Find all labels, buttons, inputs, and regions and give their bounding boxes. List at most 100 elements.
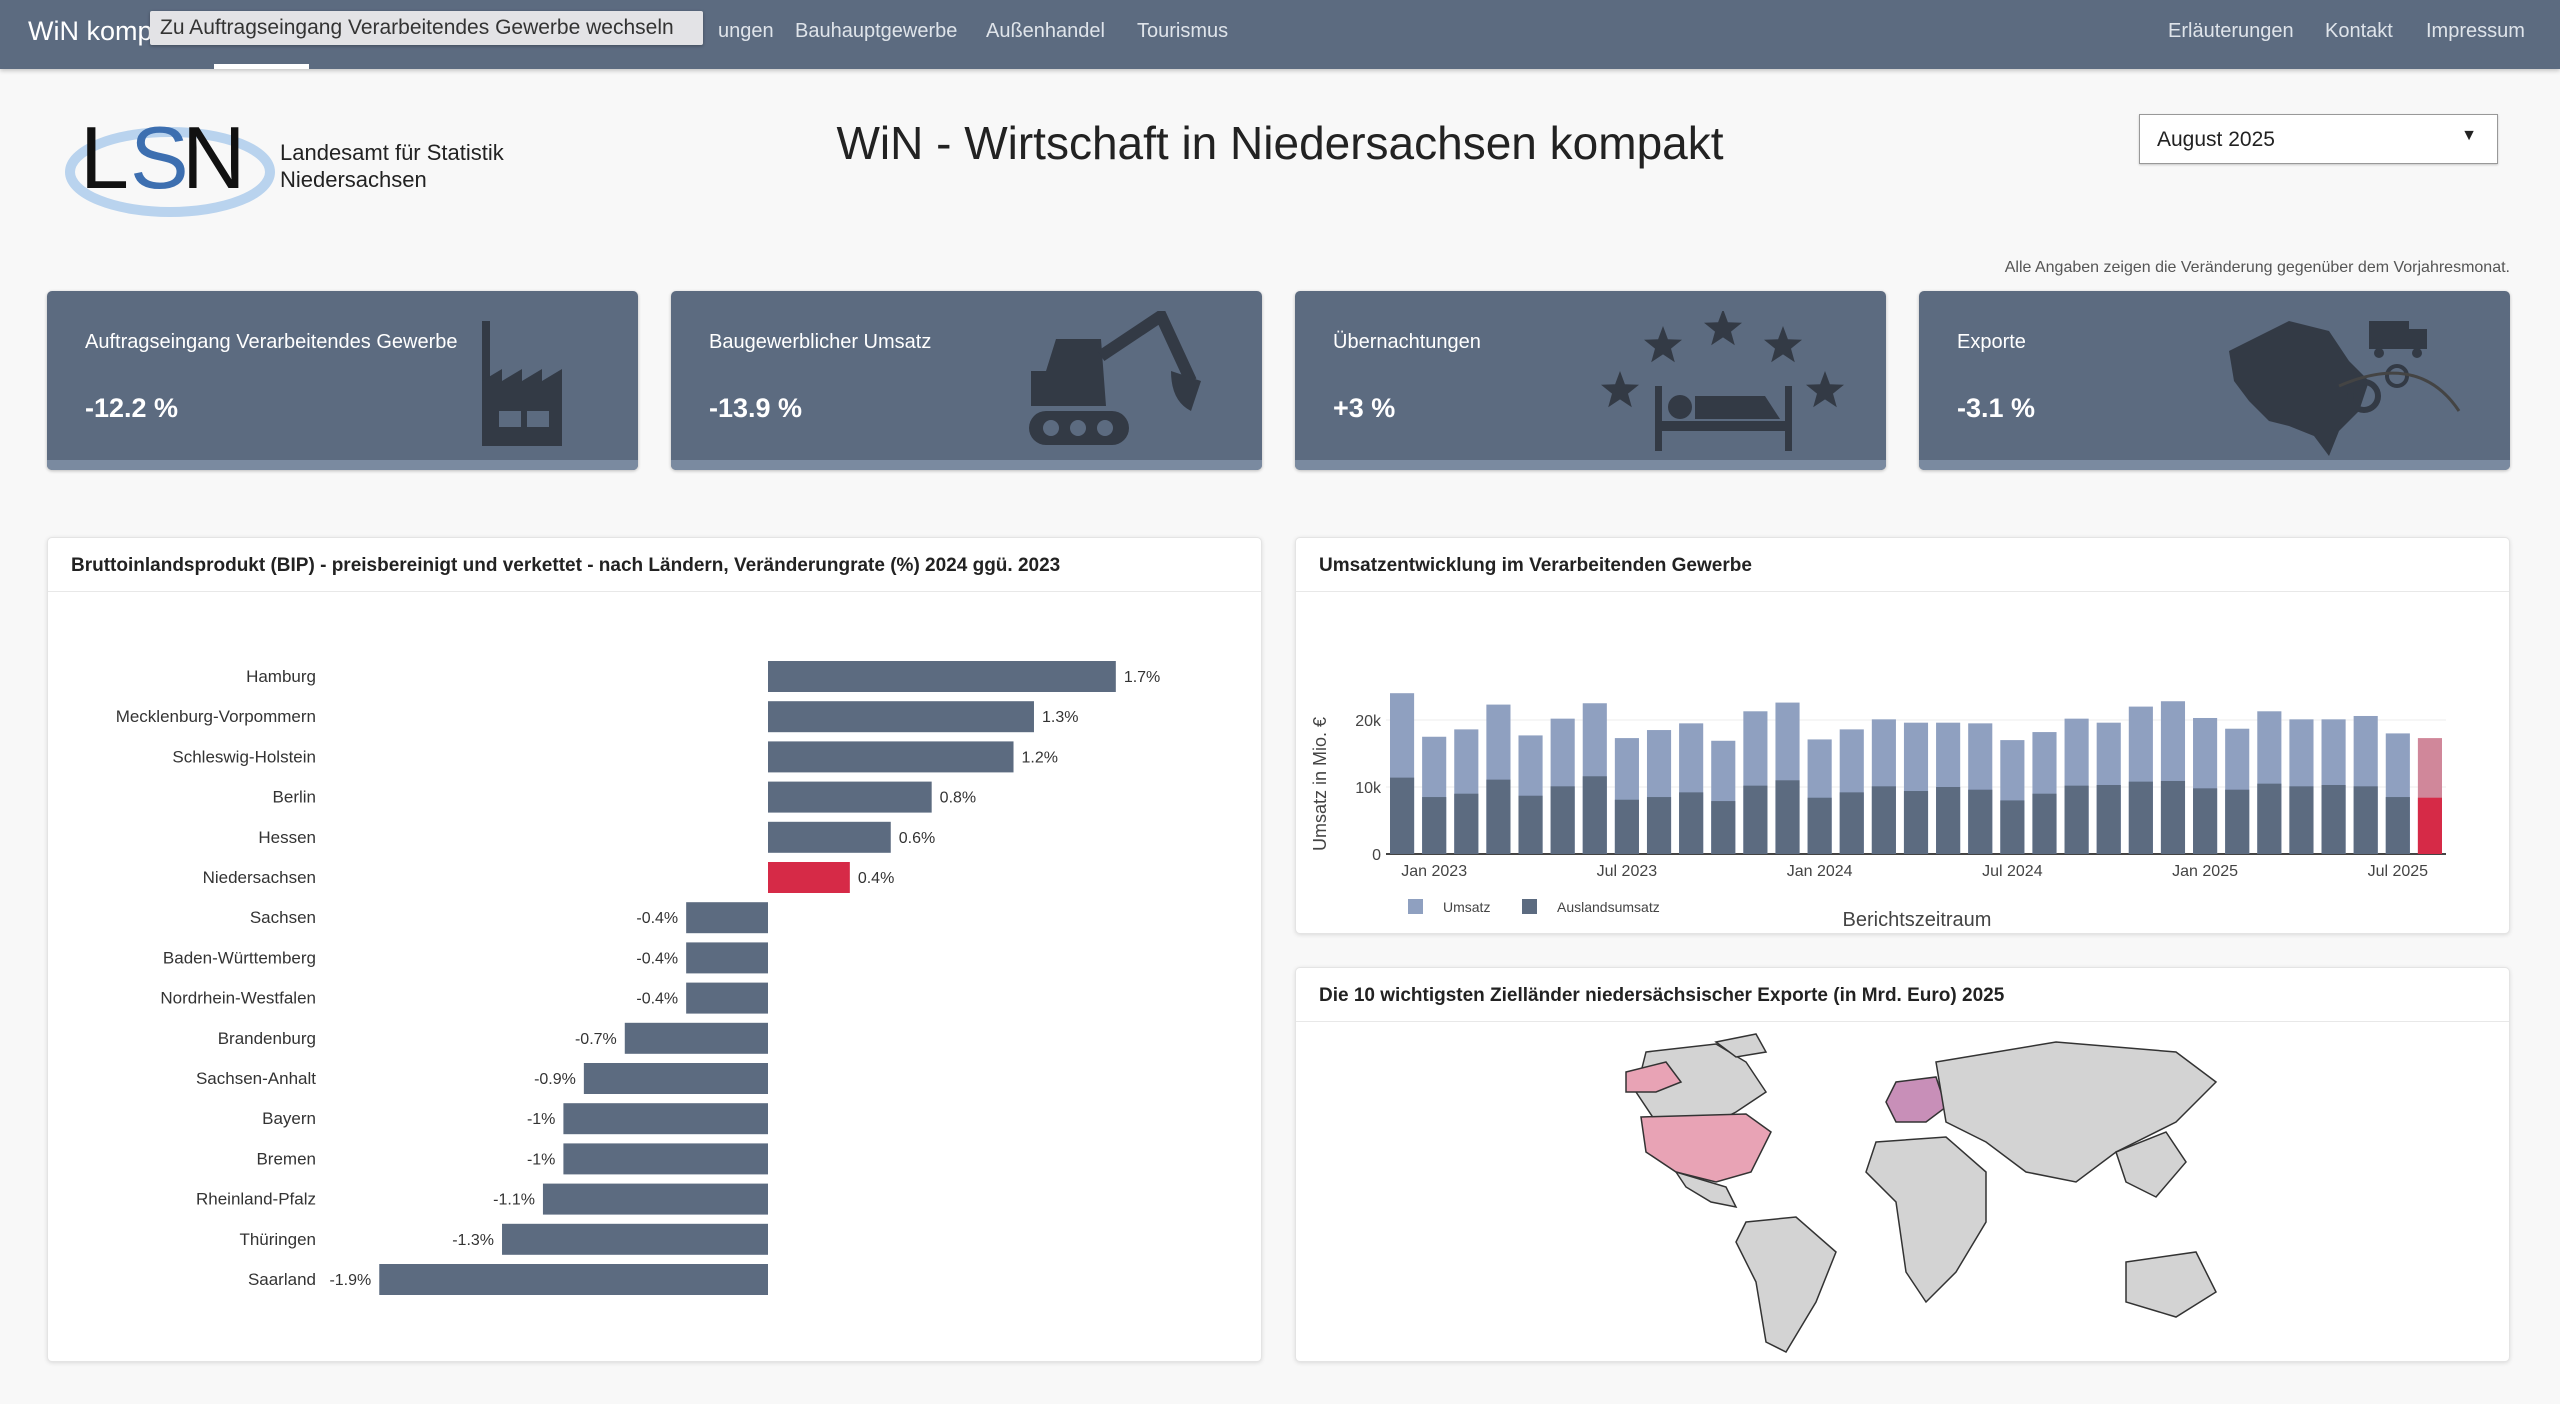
card-strip	[671, 460, 1262, 470]
legend-swatch-umsatz	[1408, 899, 1423, 914]
card-strip	[47, 460, 638, 470]
bar-value-label: -0.4%	[636, 910, 678, 927]
x-axis-label: Berichtszeitraum	[1843, 909, 1992, 931]
umsatz-bar-chart: 0 10k 20k Jan 2023 Jul 2023 Jan 2024 Jul 2024 J…	[1310, 693, 2446, 931]
auslandsumsatz-bar	[2032, 793, 2057, 854]
auslandsumsatz-bar	[1871, 786, 1896, 854]
auslandsumsatz-bar	[2385, 797, 2410, 854]
y-tick-label: 0	[1372, 847, 1381, 864]
bar-category-label: Bayern	[262, 1109, 316, 1128]
nav-item-bauhauptgewerbe[interactable]: Bauhauptgewerbe	[795, 20, 958, 42]
kpi-value: +3 %	[1333, 393, 1396, 423]
month-select[interactable]: August 2025 ▼	[2139, 114, 2498, 164]
x-tick-label: Jan 2024	[1787, 863, 1853, 880]
auslandsumsatz-bar	[2257, 783, 2282, 854]
bar-value-label: 0.4%	[858, 870, 894, 887]
auslandsumsatz-bar	[2160, 780, 2186, 854]
bar-value-label: 1.7%	[1124, 669, 1160, 686]
bar-category-label: Sachsen-Anhalt	[196, 1069, 316, 1088]
bip-chart-panel: Bruttoinlandsprodukt (BIP) - preisberein…	[47, 537, 1262, 1362]
bar-category-label: Bremen	[256, 1149, 316, 1168]
legend-swatch-auslandsumsatz	[1522, 899, 1537, 914]
map-africa	[1865, 1136, 1987, 1304]
bar-category-label: Sachsen	[250, 908, 316, 927]
auslandsumsatz-bar	[1582, 776, 1607, 854]
map-south-america	[1735, 1216, 1837, 1353]
bar	[624, 1022, 768, 1054]
bar	[686, 902, 768, 934]
bar	[768, 862, 850, 893]
auslandsumsatz-bar	[1711, 801, 1736, 854]
bar-value-label: -1%	[527, 1151, 555, 1168]
map-europe	[1885, 1076, 1947, 1123]
nav-item-erlaeuterungen[interactable]: Erläuterungen	[2168, 20, 2294, 42]
star-icon	[1764, 326, 1802, 363]
nav-item-kontakt[interactable]: Kontakt	[2325, 20, 2393, 42]
x-tick-label: Jul 2023	[1597, 863, 1658, 880]
kpi-card-uebernachtungen[interactable]: Übernachtungen +3 %	[1295, 291, 1886, 470]
bar-value-label: -1%	[527, 1111, 555, 1128]
bip-bar-chart: Hamburg 1.7% Mecklenburg-Vorpommern 1.3% Sch…	[116, 661, 1160, 1295]
nav-item-tourismus[interactable]: Tourismus	[1137, 20, 1229, 42]
auslandsumsatz-bar	[1454, 793, 1479, 854]
map-usa	[1640, 1113, 1772, 1183]
bar	[583, 1063, 768, 1094]
bar-category-label: Nordrhein-Westfalen	[160, 989, 316, 1008]
auslandsumsatz-bar	[1550, 786, 1575, 854]
bar-value-label: -0.4%	[636, 991, 678, 1008]
bar	[768, 781, 932, 813]
bar-value-label: 0.6%	[899, 830, 935, 847]
bar-value-label: -0.4%	[636, 950, 678, 967]
kpi-value: -13.9 %	[709, 393, 803, 423]
nav-item-partial[interactable]: ungen	[718, 20, 774, 42]
bar	[563, 1143, 768, 1175]
bar-value-label: -0.7%	[575, 1031, 617, 1048]
svg-text:N: N	[182, 110, 246, 207]
map-mexico	[1674, 1170, 1738, 1209]
legend-label-umsatz: Umsatz	[1443, 899, 1490, 915]
nav-item-aussenhandel[interactable]: Außenhandel	[986, 20, 1105, 42]
bar	[686, 942, 768, 974]
auslandsumsatz-bar	[2417, 797, 2442, 854]
kpi-card-baugewerbe[interactable]: Baugewerblicher Umsatz -13.9 %	[671, 291, 1262, 470]
bar-category-label: Niedersachsen	[203, 868, 316, 887]
page-title: WiN - Wirtschaft in Niedersachsen kompak…	[836, 117, 1724, 169]
auslandsumsatz-bar	[1743, 785, 1768, 854]
auslandsumsatz-bar	[1936, 787, 1961, 854]
auslandsumsatz-bar	[1679, 792, 1704, 854]
auslandsumsatz-bar	[1903, 791, 1929, 854]
auslandsumsatz-bar	[1807, 797, 1832, 854]
bar	[768, 701, 1034, 733]
auslandsumsatz-bar	[2128, 781, 2153, 854]
x-tick-label: Jan 2025	[2172, 863, 2238, 880]
panel-title: Umsatzentwicklung im Verarbeitenden Gewe…	[1296, 538, 2509, 592]
map-greenland-area	[1714, 1033, 1768, 1058]
bar	[686, 982, 768, 1014]
x-tick-label: Jan 2023	[1401, 863, 1467, 880]
world-map[interactable]	[1296, 1022, 2509, 1362]
bar	[768, 661, 1116, 692]
map-australia	[2125, 1251, 2217, 1318]
factory-icon	[482, 321, 562, 446]
logo-line1: Landesamt für Statistik	[280, 140, 504, 165]
auslandsumsatz-bar	[2289, 786, 2314, 854]
bar	[379, 1264, 768, 1295]
lsn-logo: L S N Landesamt für Statistik Niedersach…	[60, 110, 520, 220]
bar-category-label: Saarland	[248, 1270, 316, 1289]
star-icon	[1644, 326, 1682, 363]
auslandsumsatz-bar	[1646, 797, 1672, 854]
bar	[502, 1223, 768, 1255]
nav-item-impressum[interactable]: Impressum	[2426, 20, 2525, 42]
bar-value-label: -1.9%	[329, 1272, 371, 1289]
auslandsumsatz-bar	[1968, 789, 1993, 854]
comparison-note: Alle Angaben zeigen die Veränderung gege…	[2004, 259, 2510, 276]
bar-value-label: -0.9%	[534, 1071, 576, 1088]
bar	[768, 821, 891, 853]
hotel-bed-stars-icon	[1601, 311, 1844, 451]
kpi-card-auftragseingang[interactable]: Auftragseingang Verarbeitendes Gewerbe -…	[47, 291, 638, 470]
month-select-value: August 2025	[2157, 128, 2275, 151]
auslandsumsatz-bar	[2193, 788, 2218, 854]
bar-value-label: -1.3%	[452, 1232, 494, 1249]
bar-category-label: Rheinland-Pfalz	[196, 1190, 316, 1209]
kpi-card-exporte[interactable]: Exporte -3.1 %	[1919, 291, 2510, 470]
